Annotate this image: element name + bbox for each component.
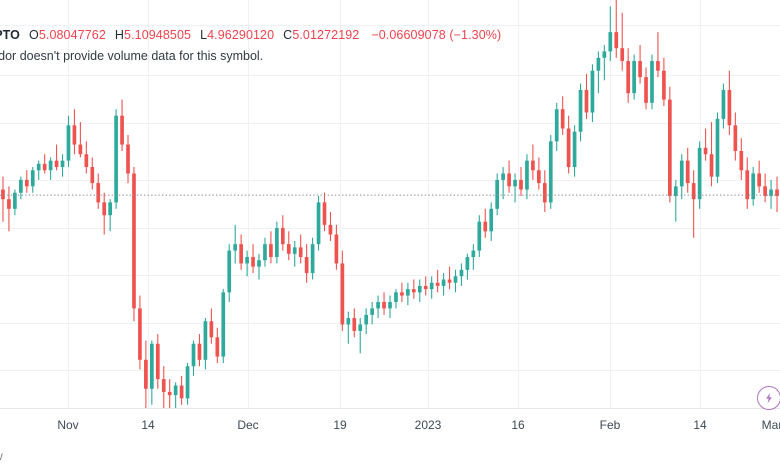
time-tick-label: 19 xyxy=(333,418,347,432)
bottom-strip: w xyxy=(0,445,780,470)
bottom-left-text: w xyxy=(0,449,3,463)
time-tick-label: 14 xyxy=(693,418,707,432)
time-axis[interactable]: Nov 14 Dec 19 2023 16 Feb 14 Mar xyxy=(0,408,780,446)
time-tick-label: 16 xyxy=(511,418,525,432)
time-tick-label: Dec xyxy=(237,418,259,432)
candlestick-plot[interactable] xyxy=(0,0,780,408)
vertical-gridlines xyxy=(68,0,701,408)
horizontal-gridlines xyxy=(0,25,780,371)
time-tick-label: Nov xyxy=(57,418,79,432)
lightning-badge-icon[interactable] xyxy=(757,386,780,410)
time-tick-label: 2023 xyxy=(414,418,442,432)
chart-canvas xyxy=(0,0,780,408)
time-tick-label: Mar xyxy=(761,418,780,432)
time-tick-label: Feb xyxy=(599,418,621,432)
candle-series xyxy=(1,0,779,408)
time-tick-label: 14 xyxy=(141,418,155,432)
